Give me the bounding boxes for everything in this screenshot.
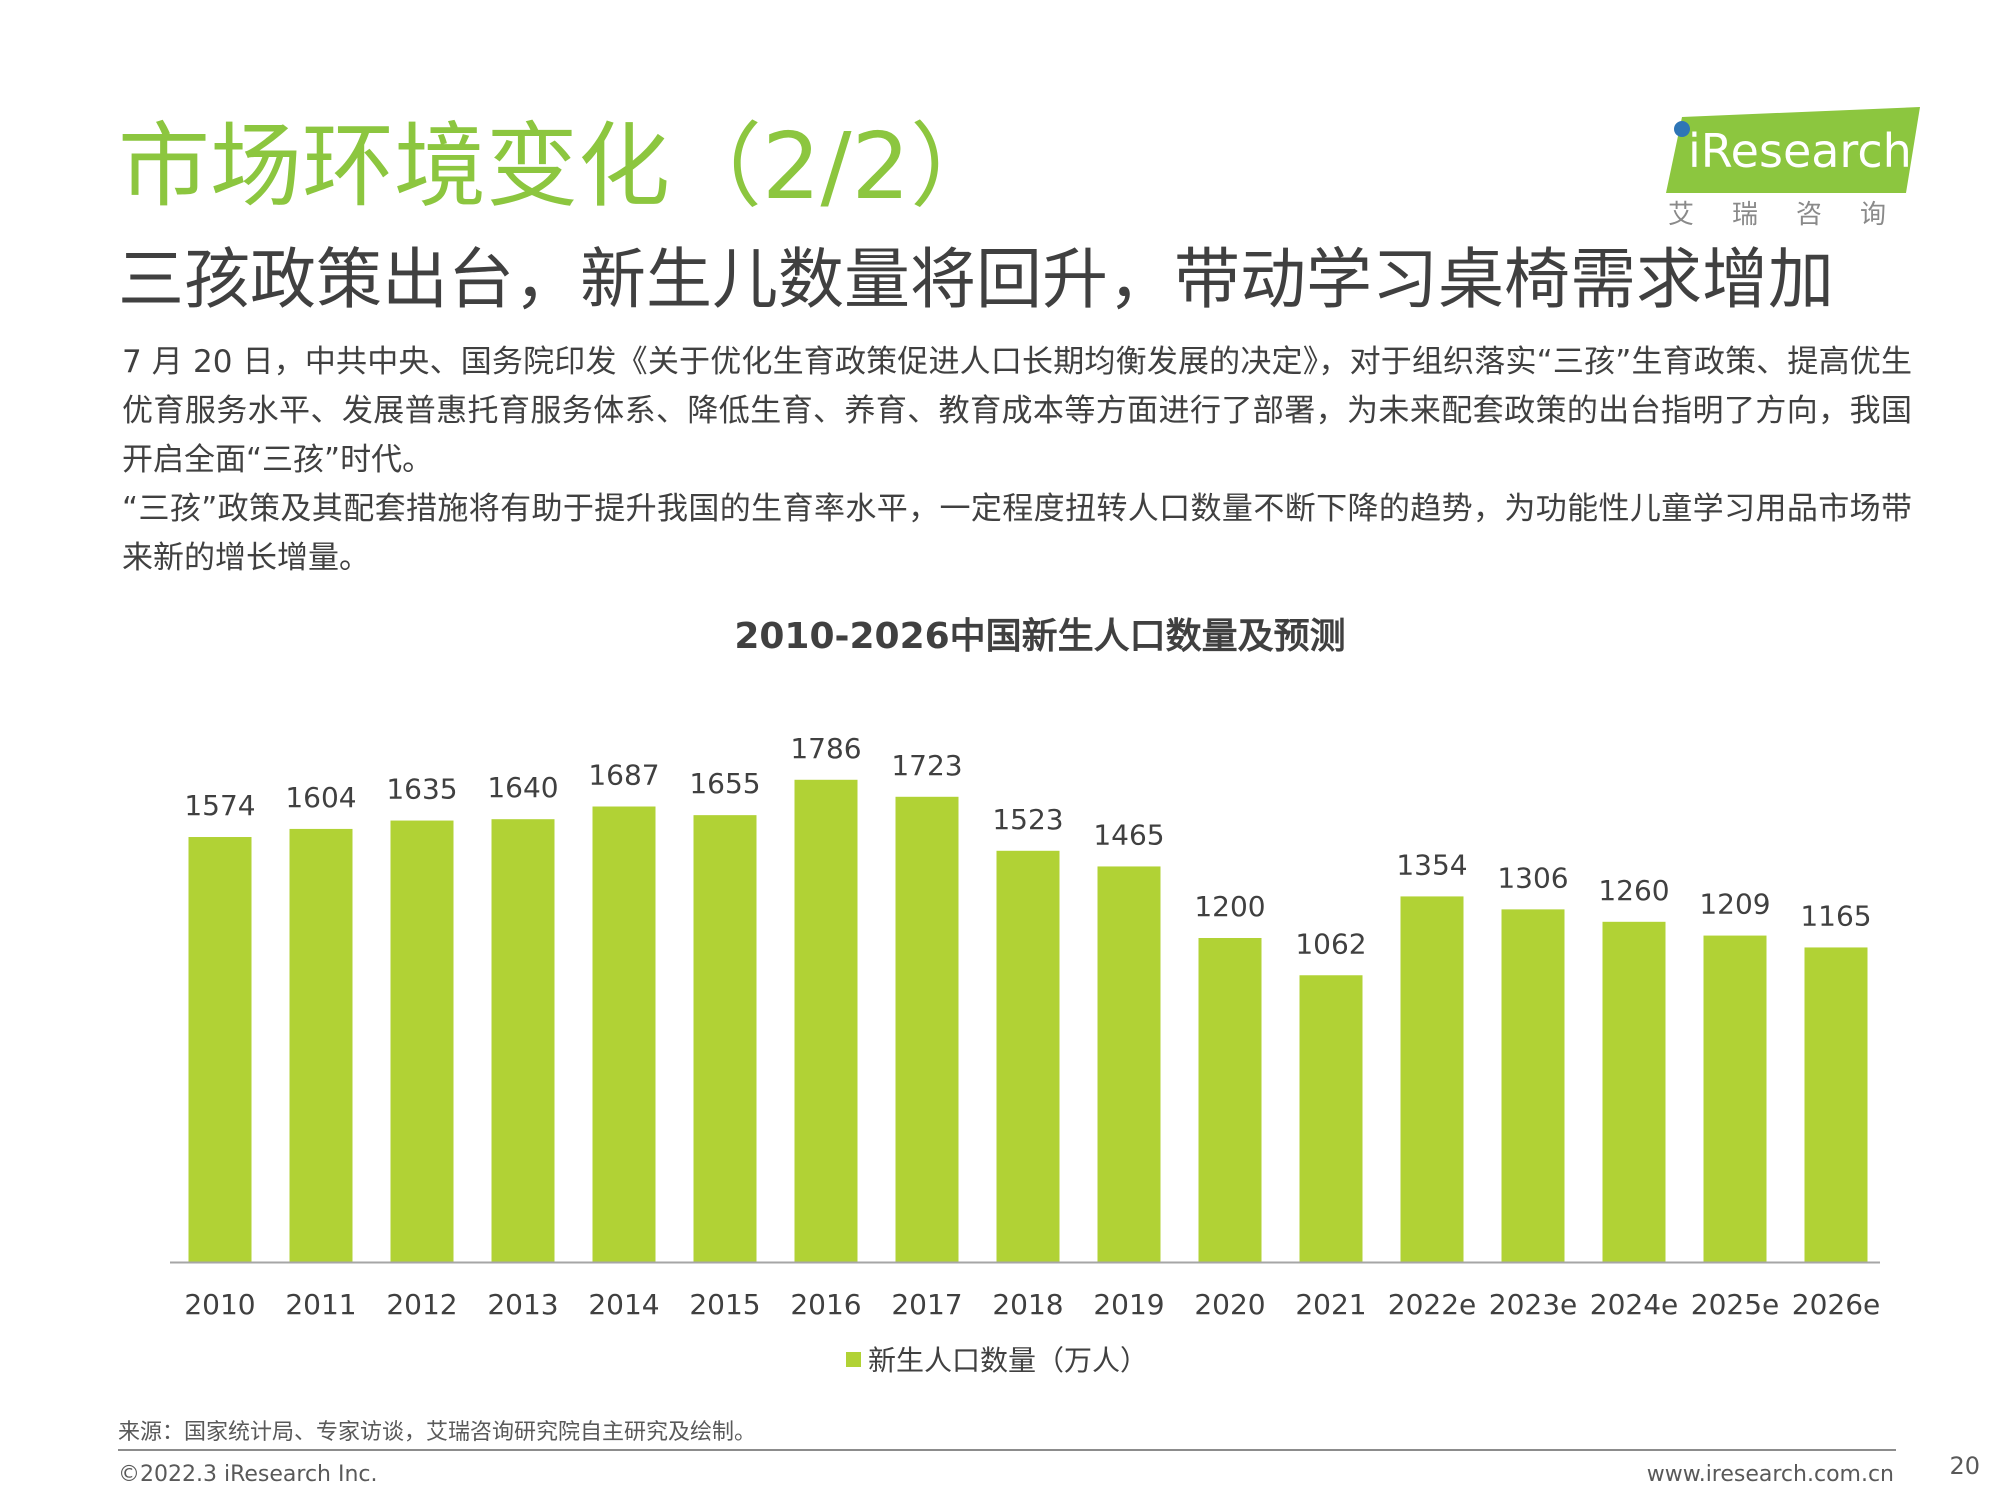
footer-divider (118, 1449, 1896, 1451)
data-label-2013: 1640 (487, 771, 558, 804)
x-tick-label-2014: 2014 (588, 1288, 659, 1321)
intro-text: 7 月 20 日，中共中央、国务院印发《关于优化生育政策促进人口长期均衡发展的决… (122, 338, 1912, 583)
data-label-2021: 1062 (1295, 927, 1366, 960)
data-label-2022e: 1354 (1396, 848, 1467, 881)
x-tick-label-2019: 2019 (1093, 1288, 1164, 1321)
bar-2012 (390, 820, 454, 1262)
website-link[interactable]: www.iresearch.com.cn (1646, 1462, 1894, 1487)
data-label-2017: 1723 (891, 749, 962, 782)
data-label-2014: 1687 (588, 759, 659, 792)
legend-swatch (846, 1352, 861, 1367)
logo-parallelogram (1666, 107, 1920, 193)
bar-2018 (996, 850, 1060, 1262)
data-label-2011: 1604 (285, 781, 356, 814)
x-tick-label-2018: 2018 (992, 1288, 1063, 1321)
x-tick-label-2013: 2013 (487, 1288, 558, 1321)
copyright: ©2022.3 iResearch Inc. (118, 1462, 378, 1487)
x-tick-label-2026e: 2026e (1792, 1288, 1880, 1321)
data-label-2019: 1465 (1093, 818, 1164, 851)
x-tick-label-2025e: 2025e (1691, 1288, 1779, 1321)
x-tick-label-2023e: 2023e (1489, 1288, 1577, 1321)
intro-paragraph-2: “三孩”政策及其配套措施将有助于提升我国的生育率水平，一定程度扭转人口数量不断下… (122, 491, 1912, 576)
data-label-2018: 1523 (992, 803, 1063, 836)
x-tick-label-2012: 2012 (386, 1288, 457, 1321)
bar-2019 (1097, 866, 1161, 1262)
data-label-2020: 1200 (1194, 890, 1265, 923)
x-tick-label-2010: 2010 (184, 1288, 255, 1321)
page-number: 20 (1949, 1452, 1980, 1480)
bar-2026e (1804, 947, 1868, 1262)
data-label-2010: 1574 (184, 789, 255, 822)
x-tick-label-2021: 2021 (1295, 1288, 1366, 1321)
data-label-2016: 1786 (790, 732, 861, 765)
data-label-2023e: 1306 (1497, 861, 1568, 894)
data-label-2026e: 1165 (1800, 899, 1871, 932)
logo-dot (1674, 121, 1690, 137)
x-tick-label-2020: 2020 (1194, 1288, 1265, 1321)
x-tick-label-2011: 2011 (285, 1288, 356, 1321)
bar-2024e (1602, 921, 1666, 1262)
page-subtitle: 三孩政策出台，新生儿数量将回升，带动学习桌椅需求增加 (118, 241, 1834, 318)
bar-2025e (1703, 935, 1767, 1262)
chart-legend: 新生人口数量（万人） (846, 1344, 1148, 1377)
data-label-2025e: 1209 (1699, 888, 1770, 921)
chart-title: 2010-2026中国新生人口数量及预测 (734, 616, 1346, 657)
bar-2013 (491, 819, 555, 1262)
data-label-2024e: 1260 (1598, 874, 1669, 907)
bar-2010 (188, 837, 252, 1262)
x-tick-label-2024e: 2024e (1590, 1288, 1678, 1321)
x-tick-label-2016: 2016 (790, 1288, 861, 1321)
x-tick-label-2022e: 2022e (1388, 1288, 1476, 1321)
legend-label: 新生人口数量（万人） (868, 1344, 1148, 1377)
data-label-2012: 1635 (386, 773, 457, 806)
births-bar-chart: 1574 2010 1604 2011 1635 2012 1640 2013 1687 2014… (170, 732, 1880, 1377)
bar-2014 (592, 806, 656, 1262)
bar-2015 (693, 815, 757, 1262)
intro-paragraph-1: 7 月 20 日，中共中央、国务院印发《关于优化生育政策促进人口长期均衡发展的决… (122, 344, 1912, 478)
source-note: 来源：国家统计局、专家访谈，艾瑞咨询研究院自主研究及绘制。 (118, 1420, 757, 1445)
bar-2021 (1299, 975, 1363, 1262)
logo-band (1666, 107, 1920, 193)
page-title: 市场环境变化（2/2） (118, 113, 1003, 220)
iresearch-logo: iResearch 艾瑞咨询 (1660, 105, 1920, 235)
x-tick-label-2017: 2017 (891, 1288, 962, 1321)
bar-2020 (1198, 938, 1262, 1262)
bar-2023e (1501, 909, 1565, 1262)
logo-text: iResearch (1688, 124, 1912, 178)
data-label-2015: 1655 (689, 767, 760, 800)
bar-2017 (895, 796, 959, 1262)
bar-2016 (794, 779, 858, 1262)
logo-cn-text: 艾瑞咨询 (1668, 200, 1925, 230)
bar-2022e (1400, 896, 1464, 1262)
bar-2011 (289, 828, 353, 1262)
x-tick-label-2015: 2015 (689, 1288, 760, 1321)
